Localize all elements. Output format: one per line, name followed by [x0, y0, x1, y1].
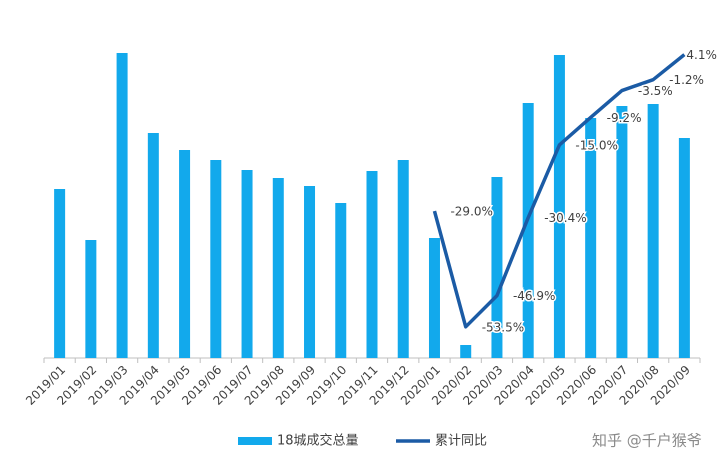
bar [647, 104, 659, 358]
bar [428, 238, 440, 358]
bar [116, 53, 128, 358]
legend-swatch [238, 437, 272, 445]
data-label: -15.0% [575, 138, 617, 152]
bar [54, 189, 66, 358]
bar [147, 133, 159, 358]
bar [397, 160, 409, 358]
bar [366, 171, 378, 358]
bar [210, 160, 222, 358]
bar [616, 106, 628, 358]
bar [304, 186, 316, 358]
bar [241, 170, 253, 358]
data-label: -30.4% [544, 211, 586, 225]
bar [522, 103, 534, 358]
data-label: -9.2% [607, 111, 642, 125]
bar [85, 240, 97, 358]
bar [272, 178, 284, 358]
bar [553, 55, 565, 358]
bar [585, 118, 597, 358]
bar [335, 203, 347, 358]
data-label: -1.2% [669, 73, 704, 87]
watermark: 知乎 @千户猴爷 [592, 432, 702, 450]
data-label: -46.9% [513, 289, 555, 303]
bar [491, 177, 503, 358]
legend-label: 18城成交总量 [277, 433, 359, 449]
bar [460, 345, 472, 358]
data-label: -53.5% [482, 320, 524, 334]
data-label: 4.1% [686, 48, 717, 62]
legend-label: 累计同比 [435, 434, 487, 449]
bar [678, 138, 690, 358]
data-label: -29.0% [450, 205, 492, 219]
line [432, 53, 686, 329]
bar [179, 150, 191, 358]
data-label: -3.5% [638, 84, 673, 98]
